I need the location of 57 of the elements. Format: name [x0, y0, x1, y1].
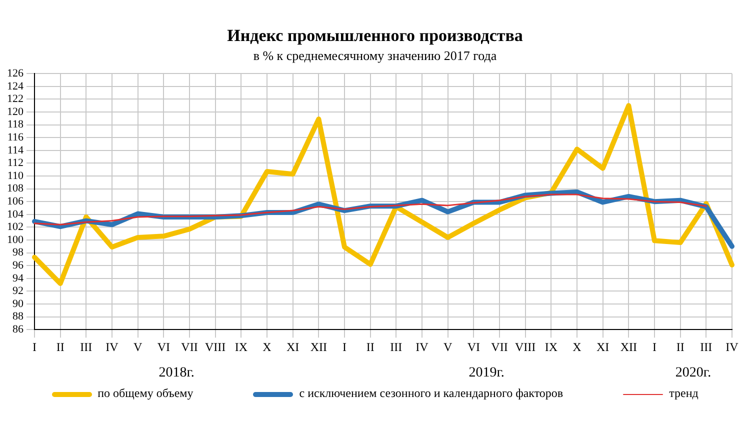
y-tick-label: 88: [12, 310, 24, 323]
y-tick-label: 124: [7, 80, 24, 92]
x-tick-label: XI: [286, 340, 300, 354]
y-tick-label: 96: [12, 259, 24, 272]
x-tick-label: X: [572, 340, 582, 354]
y-tick-label: 104: [7, 208, 24, 220]
x-tick-label: III: [80, 340, 92, 354]
chart-title: Индекс промышленного производства: [226, 26, 524, 46]
y-tick-label: 92: [12, 285, 24, 298]
y-tick-label: 98: [12, 246, 24, 259]
y-tick-label: 118: [7, 118, 24, 131]
x-tick-label: XI: [596, 340, 610, 354]
x-tick-label: I: [652, 340, 656, 354]
x-tick-label: VIII: [205, 340, 226, 354]
y-tick-label: 108: [7, 182, 24, 195]
y-tick-label: 106: [7, 195, 24, 208]
x-tick-label: II: [676, 340, 684, 354]
x-tick-label: IV: [106, 340, 119, 354]
x-tick-label: I: [342, 340, 346, 354]
legend-label: тренд: [668, 386, 698, 401]
y-tick-label: 90: [12, 298, 24, 310]
text: 2019г.: [468, 366, 504, 381]
x-tick-label: III: [700, 340, 712, 354]
x-tick-label: I: [32, 340, 36, 354]
y-tick-label: 100: [7, 234, 24, 246]
legend-label: по общему объему: [96, 386, 194, 401]
x-tick-label: III: [390, 340, 402, 354]
x-tick-label: VI: [157, 340, 170, 354]
legend-label: с исключением сезонного и календарного факторов: [298, 386, 564, 401]
y-tick-label: 110: [7, 170, 24, 182]
y-tick-label: 86: [12, 323, 24, 336]
chart-subtitle: в % к среднемесячному значению 2017 года: [252, 48, 498, 64]
x-tick-label: IV: [416, 340, 429, 354]
y-tick-label: 112: [7, 157, 24, 170]
x-tick-label: V: [443, 340, 452, 354]
y-tick-label: 122: [7, 93, 24, 106]
y-tick-label: 102: [7, 221, 24, 234]
x-tick-label: X: [262, 340, 272, 354]
x-tick-label: IV: [726, 340, 739, 354]
x-tick-label: VII: [181, 340, 198, 354]
x-tick-label: II: [56, 340, 64, 354]
text: 2020г.: [675, 366, 712, 381]
x-tick-label: XII: [310, 340, 328, 354]
y-tick-label: 94: [12, 272, 24, 284]
y-tick-label: 114: [7, 144, 24, 156]
x-tick-label: VIII: [515, 340, 536, 354]
x-tick-label: II: [366, 340, 374, 354]
x-tick-label: IX: [544, 340, 558, 354]
y-tick-label: 126: [7, 67, 24, 80]
text: 2018г.: [158, 366, 194, 381]
x-tick-label: XII: [620, 340, 638, 354]
x-tick-label: VII: [491, 340, 508, 354]
x-tick-label: IX: [234, 340, 248, 354]
x-tick-label: V: [133, 340, 142, 354]
y-tick-label: 120: [7, 106, 24, 118]
y-tick-label: 116: [7, 131, 24, 144]
x-tick-label: VI: [467, 340, 480, 354]
